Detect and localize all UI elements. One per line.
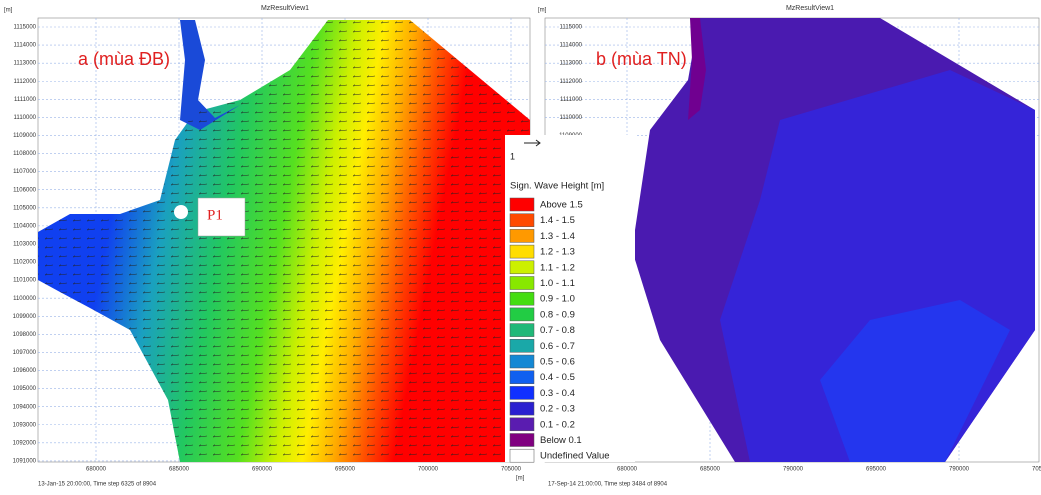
- x-tick-label: 790000: [783, 467, 804, 473]
- point-marker: [174, 205, 188, 219]
- legend-swatch: [510, 324, 534, 337]
- y-tick-label: 1115000: [560, 25, 583, 31]
- legend-label: 1.2 - 1.3: [540, 247, 575, 258]
- legend-label: 0.7 - 0.8: [540, 325, 575, 336]
- y-tick-label: 1093000: [13, 422, 37, 428]
- x-tick-label: 685000: [700, 467, 721, 473]
- legend-label: Below 0.1: [540, 435, 582, 446]
- x-tick-label: 695000: [866, 467, 887, 473]
- y-tick-label: 1115000: [14, 25, 37, 31]
- y-tick-label: 1101000: [13, 278, 37, 284]
- legend-swatch: [510, 198, 534, 211]
- point-label: P1: [207, 207, 223, 223]
- y-tick-label: 1111000: [14, 97, 37, 103]
- legend-label: 1.0 - 1.1: [540, 278, 575, 289]
- legend-swatch: [510, 355, 534, 368]
- legend-label: 1.1 - 1.2: [540, 262, 575, 273]
- y-tick-label: 1108000: [13, 151, 37, 157]
- y-tick-label: 1109000: [13, 133, 37, 139]
- legend-swatch: [510, 371, 534, 384]
- y-tick-label: 1112000: [560, 79, 583, 85]
- y-tick-label: 1112000: [14, 79, 37, 85]
- legend-label: 0.3 - 0.4: [540, 388, 575, 399]
- legend-swatch: [510, 261, 534, 274]
- y-tick-label: 1100000: [13, 296, 37, 302]
- legend-swatch: [510, 308, 534, 321]
- legend-swatch: [510, 434, 534, 447]
- y-tick-label: 1094000: [13, 404, 37, 410]
- legend-label: 0.8 - 0.9: [540, 309, 575, 320]
- y-tick-label: 1106000: [13, 187, 37, 193]
- legend-swatch: [510, 449, 534, 462]
- legend-swatch: [510, 214, 534, 227]
- y-tick-label: 1102000: [13, 260, 37, 266]
- legend-label: 0.9 - 1.0: [540, 294, 575, 305]
- legend-swatch: [510, 277, 534, 290]
- footer: 13-Jan-15 20:00:00, Time step 6325 of 89…: [38, 482, 157, 488]
- x-tick-label: 790000: [949, 467, 970, 473]
- legend-title: Sign. Wave Height [m]: [510, 181, 604, 192]
- y-tick-label: 1110000: [14, 115, 37, 121]
- y-tick-label: 1105000: [13, 205, 37, 211]
- legend: 1 Sign. Wave Height [m] Above 1.5 1.4 - 1…: [505, 135, 635, 462]
- legend-swatch: [510, 245, 534, 258]
- x-tick-label: 680000: [617, 467, 638, 473]
- legend-label: 0.6 - 0.7: [540, 341, 575, 352]
- legend-label: 0.2 - 0.3: [540, 404, 575, 415]
- x-tick-label: 690000: [252, 467, 273, 473]
- y-unit: [m]: [538, 8, 547, 14]
- x-tick-label: 705000: [501, 467, 522, 473]
- view-title: MzResultView1: [261, 5, 309, 12]
- legend-label: 1.3 - 1.4: [540, 231, 575, 242]
- panel-label: b (mùa TN): [596, 49, 687, 69]
- y-tick-label: 1095000: [13, 386, 37, 392]
- legend-swatch: [510, 402, 534, 415]
- y-tick-label: 1113000: [560, 61, 583, 67]
- y-unit: [m]: [4, 8, 13, 14]
- x-tick-label: 700000: [418, 467, 439, 473]
- legend-label: Undefined Value: [540, 451, 610, 462]
- y-tick-label: 1114000: [14, 43, 37, 49]
- y-tick-label: 1114000: [560, 43, 583, 49]
- scale-label: 1: [510, 151, 515, 161]
- x-tick-label: 680000: [86, 467, 107, 473]
- y-tick-label: 1104000: [13, 223, 37, 229]
- legend-swatch: [510, 229, 534, 242]
- x-unit: [m]: [516, 476, 525, 482]
- screen: P1 a (mùa ĐB) MzResultView1 [m] [m] 13-J…: [0, 0, 1041, 490]
- legend-label: 0.4 - 0.5: [540, 372, 575, 383]
- y-tick-label: 1103000: [13, 242, 37, 248]
- legend-swatch: [510, 292, 534, 305]
- legend-label: Above 1.5: [540, 200, 583, 211]
- x-tick-label: 695000: [335, 467, 356, 473]
- y-tick-label: 1098000: [13, 332, 37, 338]
- panel-label: a (mùa ĐB): [78, 49, 170, 69]
- legend-label: 0.1 - 0.2: [540, 419, 575, 430]
- legend-swatch: [510, 339, 534, 352]
- y-tick-label: 1092000: [13, 440, 37, 446]
- legend-label: 1.4 - 1.5: [540, 215, 575, 226]
- x-tick-label: 705000: [1032, 467, 1041, 473]
- y-tick-label: 1111000: [560, 97, 583, 103]
- footer: 17-Sep-14 21:00:00, Time step 3484 of 89…: [548, 482, 668, 488]
- y-tick-label: 1107000: [13, 169, 37, 175]
- y-tick-label: 1099000: [13, 314, 37, 320]
- legend-label: 0.5 - 0.6: [540, 357, 575, 368]
- legend-swatch: [510, 386, 534, 399]
- x-tick-label: 685000: [169, 467, 190, 473]
- y-tick-label: 1097000: [13, 350, 37, 356]
- y-tick-label: 1113000: [14, 61, 37, 67]
- y-tick-label: 1110000: [560, 115, 583, 121]
- left-panel: P1 a (mùa ĐB) MzResultView1 [m] [m] 13-J…: [4, 5, 530, 488]
- y-tick-label: 1091000: [13, 458, 37, 464]
- legend-swatch: [510, 418, 534, 431]
- y-tick-label: 1096000: [13, 368, 37, 374]
- view-title: MzResultView1: [786, 5, 834, 12]
